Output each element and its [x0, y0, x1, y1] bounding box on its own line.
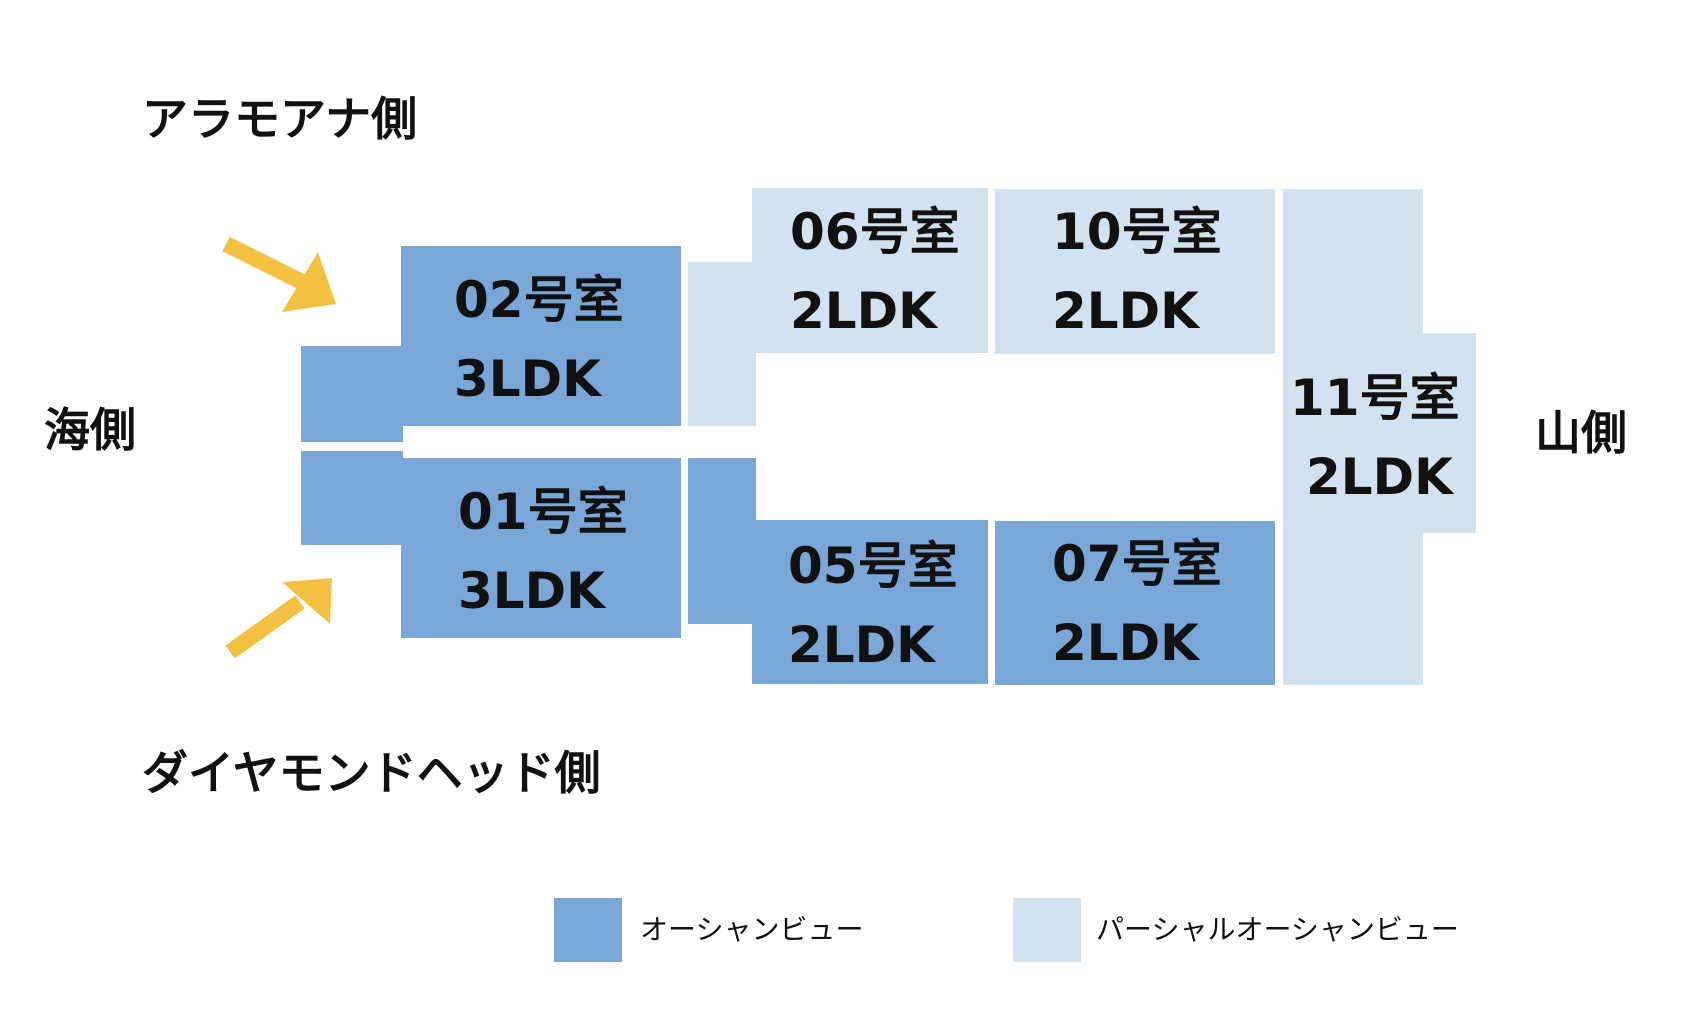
side-label-mountain: 山側 [1535, 406, 1627, 460]
room-10-layout: 2LDK [1052, 282, 1199, 340]
side-label-ocean: 海側 [44, 403, 136, 457]
room-02-wing [301, 346, 403, 442]
room-11-number: 11号室 [1290, 369, 1460, 427]
side-label-diamond-head: ダイヤモンドヘッド側 [142, 746, 601, 800]
corridor-lower [688, 458, 756, 624]
legend-swatch-partial-ocean-view [1013, 898, 1081, 962]
room-06-block [752, 188, 988, 353]
room-01-wing [301, 451, 403, 545]
room-05-block [752, 520, 988, 684]
legend-label-partial-ocean-view: パーシャルオーシャンビュー [1096, 913, 1459, 946]
room-07-block [995, 521, 1275, 685]
room-01-layout: 3LDK [458, 562, 605, 620]
room-10-block [995, 189, 1275, 354]
room-06-number: 06号室 [790, 203, 960, 261]
room-02-layout: 3LDK [454, 350, 601, 408]
corridor-upper [688, 262, 756, 426]
room-07-number: 07号室 [1052, 535, 1222, 593]
room-02-block [401, 246, 681, 426]
room-11-block [1283, 189, 1423, 685]
legend-swatch-ocean-view [554, 898, 622, 962]
arrow-diamond-head-icon [225, 578, 332, 659]
room-11-wing [1420, 333, 1476, 533]
room-05-layout: 2LDK [788, 616, 935, 674]
room-02-number: 02号室 [454, 271, 624, 329]
side-label-alamoana: アラモアナ側 [142, 92, 418, 146]
room-06-layout: 2LDK [790, 282, 937, 340]
room-05-number: 05号室 [788, 537, 958, 595]
room-01-number: 01号室 [458, 483, 628, 541]
room-10-number: 10号室 [1052, 203, 1222, 261]
room-11-layout: 2LDK [1306, 448, 1453, 506]
legend-label-ocean-view: オーシャンビュー [640, 913, 864, 946]
room-01-block [401, 458, 681, 638]
arrow-alamoana-icon [222, 236, 336, 312]
room-07-layout: 2LDK [1052, 614, 1199, 672]
